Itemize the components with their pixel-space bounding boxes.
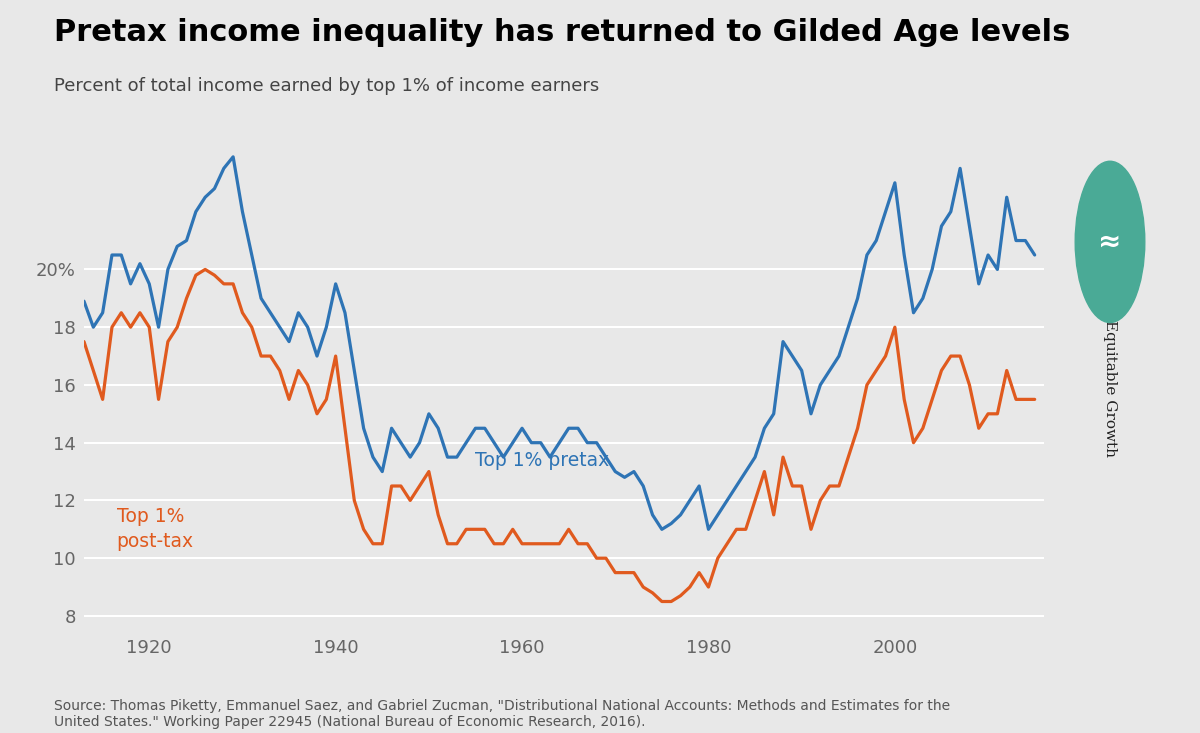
Text: Percent of total income earned by top 1% of income earners: Percent of total income earned by top 1%…	[54, 77, 599, 95]
Ellipse shape	[1075, 161, 1145, 323]
Text: Top 1%
post-tax: Top 1% post-tax	[116, 507, 193, 550]
Text: Source: Thomas Piketty, Emmanuel Saez, and Gabriel Zucman, "Distributional Natio: Source: Thomas Piketty, Emmanuel Saez, a…	[54, 699, 950, 729]
Text: Pretax income inequality has returned to Gilded Age levels: Pretax income inequality has returned to…	[54, 18, 1070, 48]
Text: ≈: ≈	[1098, 228, 1122, 256]
Text: Top 1% pretax: Top 1% pretax	[475, 451, 610, 470]
Text: Equitable Growth: Equitable Growth	[1103, 320, 1117, 457]
